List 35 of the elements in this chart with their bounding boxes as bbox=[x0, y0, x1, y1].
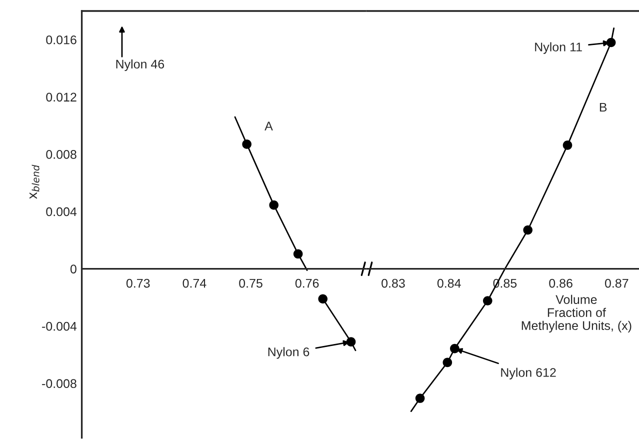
annotation: Nylon 6 bbox=[268, 347, 310, 359]
x-tick-label: 0.84 bbox=[437, 278, 461, 288]
annotation: Nylon 612 bbox=[501, 368, 556, 380]
point bbox=[606, 38, 616, 48]
annotation: Nylon 11 bbox=[535, 42, 582, 54]
y-tick-label: 0.016 bbox=[46, 35, 76, 44]
point bbox=[562, 140, 572, 150]
y-tick-label: 0.004 bbox=[46, 207, 77, 216]
annotation: B bbox=[600, 102, 607, 112]
annotation: Nylon 46 bbox=[116, 59, 164, 72]
point bbox=[269, 200, 279, 210]
point bbox=[242, 140, 252, 149]
y-tick-label: 0.008 bbox=[46, 150, 76, 159]
x-tick-label: 0.83 bbox=[382, 278, 405, 288]
point bbox=[523, 225, 533, 235]
x-tick-label: 0.86 bbox=[549, 278, 572, 288]
x-tick-label: 0.87 bbox=[604, 278, 628, 288]
x-tick-label: 0.73 bbox=[126, 278, 150, 288]
x-tick-label: 0.76 bbox=[295, 278, 319, 288]
point bbox=[482, 296, 492, 306]
y-tick-label: -0.008 bbox=[42, 379, 76, 388]
point bbox=[442, 358, 452, 368]
point bbox=[293, 249, 303, 259]
x-axis-title: Volume Fraction of Methylene Units, (x) bbox=[522, 294, 632, 332]
y-tick-label: 0.012 bbox=[46, 92, 76, 102]
point bbox=[318, 294, 328, 304]
x-tick-label: 0.75 bbox=[239, 278, 262, 288]
point bbox=[415, 394, 425, 403]
annotation: A bbox=[264, 122, 273, 130]
y-tick-label: 0 bbox=[70, 264, 76, 274]
y-axis-title: x$_{blend}$ bbox=[30, 164, 40, 199]
point bbox=[346, 337, 356, 346]
x-tick-label: 0.74 bbox=[182, 278, 206, 288]
point bbox=[450, 344, 460, 354]
y-tick-label: -0.004 bbox=[42, 322, 77, 331]
